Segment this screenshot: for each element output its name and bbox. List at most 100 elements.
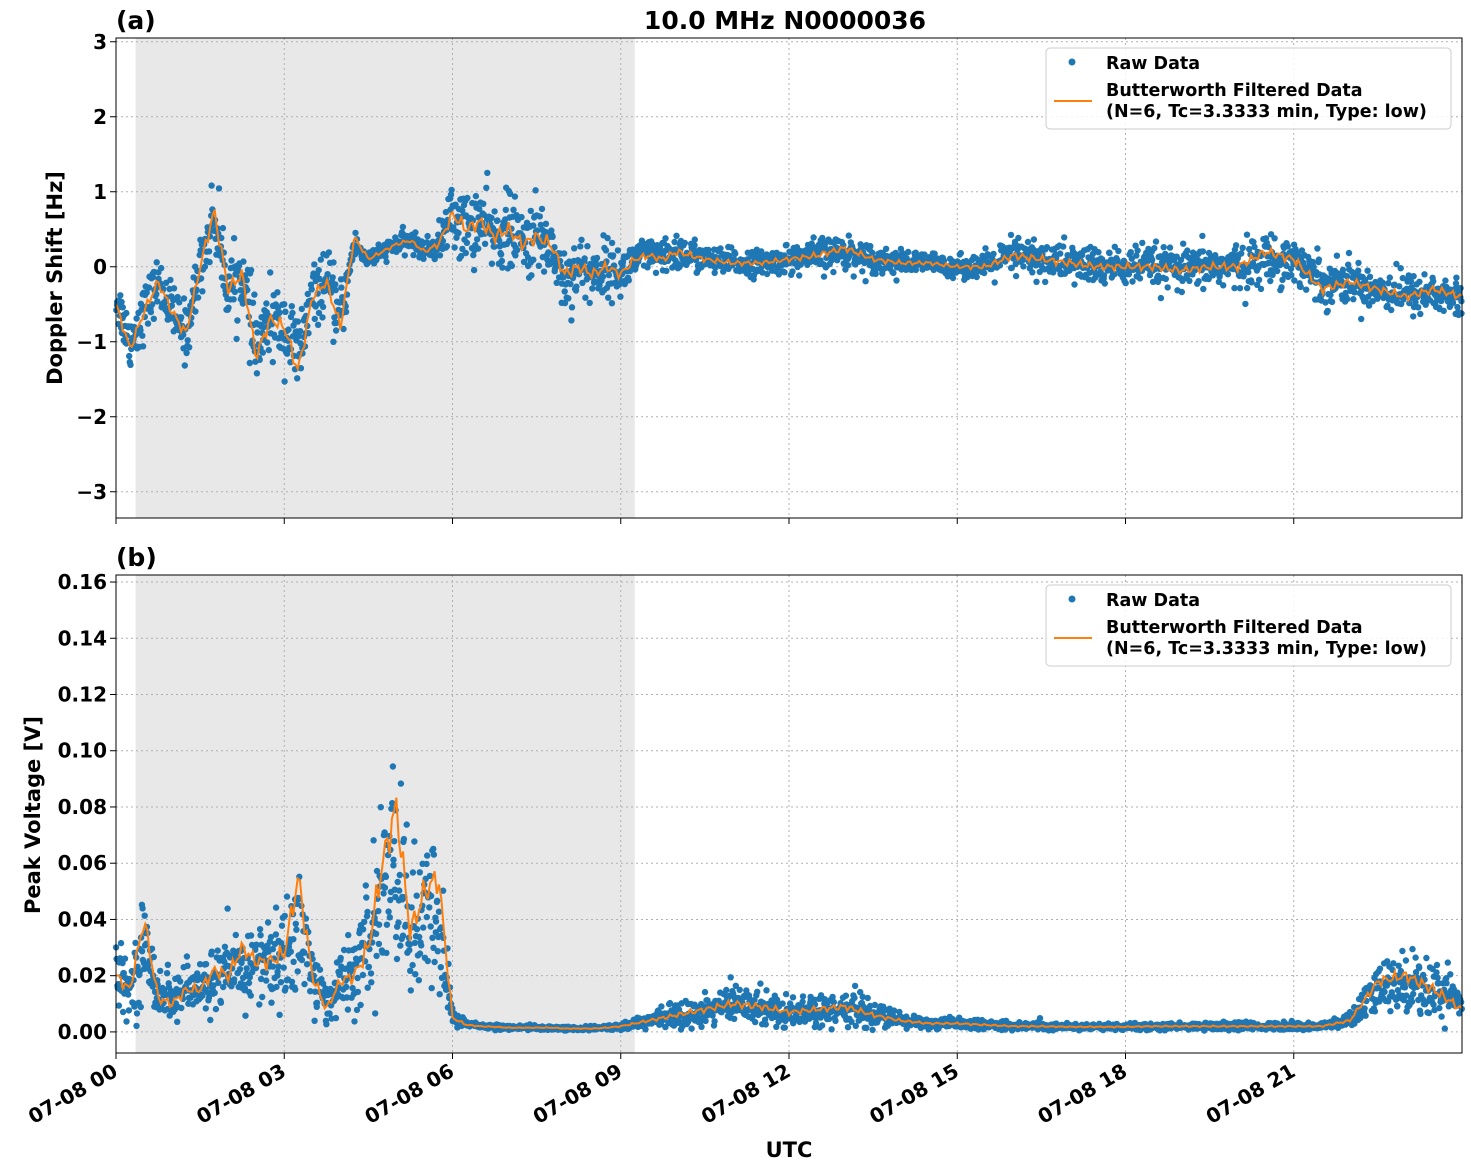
raw-data-point <box>864 994 871 1002</box>
raw-data-point <box>315 266 322 274</box>
raw-data-point <box>589 285 596 292</box>
raw-data-point <box>372 930 380 937</box>
raw-data-point <box>1358 315 1365 323</box>
raw-data-point <box>297 365 305 372</box>
raw-data-point <box>149 273 157 281</box>
raw-data-point <box>397 780 405 787</box>
y-tick-label: −2 <box>76 405 107 429</box>
raw-data-point <box>1060 243 1067 250</box>
raw-data-point <box>337 954 344 962</box>
raw-data-point <box>147 308 155 316</box>
raw-data-point <box>359 971 367 979</box>
raw-data-point <box>138 948 146 955</box>
raw-data-point <box>423 860 430 868</box>
raw-data-point <box>342 308 350 316</box>
raw-data-point <box>1238 250 1245 257</box>
raw-data-point <box>701 988 709 996</box>
raw-data-point <box>430 845 437 853</box>
raw-data-point <box>184 962 191 969</box>
raw-data-point <box>225 273 233 280</box>
raw-data-point <box>1388 306 1395 314</box>
raw-data-point <box>249 299 257 306</box>
raw-data-point <box>514 246 521 254</box>
raw-data-point <box>1345 249 1353 257</box>
raw-data-point <box>1129 278 1136 285</box>
raw-data-point <box>199 992 206 999</box>
raw-data-point <box>542 220 550 227</box>
raw-data-point <box>754 988 761 995</box>
raw-data-point <box>332 1014 340 1022</box>
raw-data-point <box>184 337 191 344</box>
raw-data-point <box>1328 298 1336 306</box>
raw-data-point <box>143 289 150 296</box>
raw-data-point <box>475 245 482 252</box>
raw-data-point <box>511 193 519 200</box>
raw-data-point <box>472 192 480 200</box>
raw-data-point <box>561 299 569 307</box>
raw-data-point <box>452 201 459 208</box>
raw-data-point <box>228 257 235 264</box>
raw-data-point <box>132 939 139 947</box>
raw-data-point <box>851 982 859 990</box>
raw-data-point <box>796 272 803 279</box>
raw-data-point <box>290 958 297 965</box>
raw-data-point <box>208 948 215 955</box>
legend-filtered-label-line2: (N=6, Tc=3.3333 min, Type: low) <box>1106 102 1427 122</box>
raw-data-point <box>434 948 441 955</box>
raw-data-point <box>150 315 157 322</box>
raw-data-point <box>991 279 998 286</box>
raw-data-point <box>1366 273 1374 280</box>
raw-data-point <box>565 295 572 302</box>
raw-data-point <box>1178 288 1186 296</box>
raw-data-point <box>235 267 242 274</box>
raw-data-point <box>232 931 239 939</box>
raw-data-point <box>281 912 288 920</box>
raw-data-point <box>395 919 402 926</box>
raw-data-point <box>236 966 244 973</box>
raw-data-point <box>197 247 204 254</box>
raw-data-point <box>496 237 503 244</box>
raw-data-point <box>397 942 404 949</box>
raw-data-point <box>1149 256 1156 263</box>
raw-data-point <box>1255 276 1263 283</box>
raw-data-point <box>221 943 229 950</box>
raw-data-point <box>648 240 656 247</box>
raw-data-point <box>123 1018 130 1025</box>
raw-data-point <box>1350 296 1357 303</box>
raw-data-point <box>303 961 311 968</box>
raw-data-point <box>455 229 462 237</box>
raw-data-point <box>1278 284 1285 291</box>
raw-data-point <box>1457 285 1464 292</box>
raw-data-point <box>437 964 444 971</box>
raw-data-point <box>830 268 837 276</box>
raw-data-point <box>506 190 514 197</box>
raw-data-point <box>117 939 125 947</box>
raw-data-point <box>762 1021 769 1028</box>
raw-data-point <box>1288 271 1295 279</box>
raw-data-point <box>1139 239 1146 247</box>
raw-data-point <box>1180 240 1187 247</box>
raw-data-point <box>133 1022 140 1030</box>
raw-data-point <box>287 948 294 955</box>
raw-data-point <box>264 339 271 346</box>
raw-data-point <box>810 234 817 241</box>
raw-data-point <box>436 252 444 259</box>
raw-data-point <box>820 273 828 280</box>
raw-data-point <box>560 274 567 281</box>
raw-data-point <box>431 958 438 966</box>
raw-data-point <box>527 207 534 215</box>
raw-data-point <box>476 205 483 212</box>
raw-data-point <box>553 279 560 286</box>
raw-data-point <box>1386 274 1394 281</box>
raw-data-point <box>579 279 586 287</box>
raw-data-point <box>582 294 589 301</box>
raw-data-point <box>351 1018 358 1025</box>
raw-data-point <box>905 248 912 256</box>
raw-data-point <box>256 1001 263 1008</box>
raw-data-point <box>352 229 359 237</box>
raw-data-point <box>393 955 401 963</box>
raw-data-point <box>828 1026 835 1033</box>
raw-data-point <box>757 980 764 987</box>
raw-data-point <box>491 243 498 250</box>
